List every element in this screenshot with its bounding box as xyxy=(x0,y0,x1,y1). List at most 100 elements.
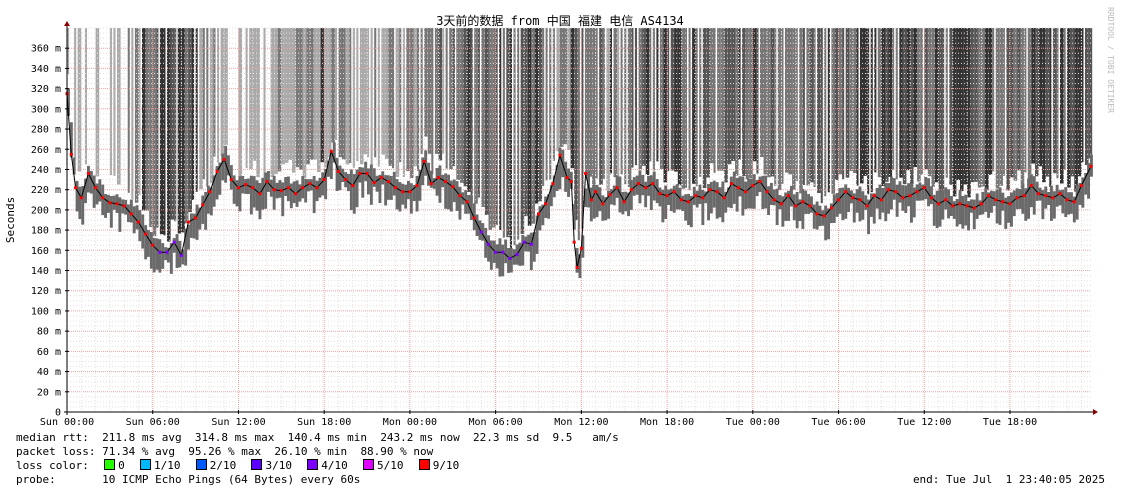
loss-band xyxy=(731,28,735,161)
loss-band xyxy=(627,28,632,188)
loss-color-label: loss color: xyxy=(16,459,89,472)
loss-color-label-item: 5/10 xyxy=(376,459,417,472)
median-rtt-point xyxy=(94,186,98,190)
rtt-smoke-bar xyxy=(304,178,308,203)
rtt-smoke-bar xyxy=(747,178,750,209)
rtt-smoke-bar xyxy=(75,180,79,212)
median-rtt-point xyxy=(594,190,598,194)
rtt-smoke-bar xyxy=(884,182,888,222)
rtt-smoke-bar xyxy=(67,88,70,116)
median-rtt-point xyxy=(937,202,941,206)
median-rtt-point xyxy=(589,198,593,202)
rtt-smoke-bar xyxy=(607,190,610,219)
loss-band xyxy=(377,28,380,167)
loss-band xyxy=(652,28,655,171)
rtt-smoke-bar xyxy=(378,174,382,203)
median-rtt-point xyxy=(544,202,548,206)
rtt-smoke-bar xyxy=(938,189,942,227)
rtt-smoke-bar xyxy=(952,201,956,219)
rtt-smoke-bar xyxy=(575,248,579,273)
loss-band xyxy=(288,28,293,160)
median-rtt-point xyxy=(922,186,926,190)
median-rtt-point xyxy=(408,190,412,194)
y-tick-label: 40 m xyxy=(37,367,61,378)
rtt-smoke-bar xyxy=(84,178,87,204)
rtt-smoke-bar xyxy=(732,171,736,204)
median-rtt-point xyxy=(729,182,733,186)
rtt-smoke-bar xyxy=(409,183,413,214)
rtt-smoke-bar xyxy=(312,176,316,214)
rtt-smoke-bar xyxy=(458,186,462,220)
median-rtt-point xyxy=(144,232,148,236)
rtt-smoke-bar xyxy=(509,248,513,273)
loss-band xyxy=(374,28,377,158)
loss-band xyxy=(542,28,545,187)
median-rtt-point xyxy=(129,212,133,216)
loss-band xyxy=(384,28,389,159)
loss-band xyxy=(506,28,510,238)
loss-band xyxy=(574,28,578,221)
rtt-smoke-bar xyxy=(824,205,828,241)
rtt-smoke-bar xyxy=(449,180,453,212)
loss-band xyxy=(617,28,620,180)
median-rtt-point xyxy=(772,198,776,202)
loss-band xyxy=(981,28,985,187)
loss-band xyxy=(245,28,248,169)
rtt-smoke-bar xyxy=(547,194,550,219)
rtt-smoke-bar xyxy=(389,176,393,200)
rtt-smoke-bar xyxy=(1035,181,1039,201)
loss-band xyxy=(624,28,627,185)
rtt-smoke-bar xyxy=(758,176,762,193)
loss-band xyxy=(727,28,732,165)
loss-band xyxy=(349,28,352,163)
rtt-smoke-bar xyxy=(589,187,593,222)
loss-band xyxy=(224,28,228,146)
rtt-smoke-bar xyxy=(384,175,388,206)
rtt-smoke-bar xyxy=(698,184,702,204)
loss-band xyxy=(1049,28,1052,187)
median-rtt-point xyxy=(301,186,305,190)
loss-band xyxy=(945,28,948,178)
median-rtt-point xyxy=(965,204,969,208)
loss-band xyxy=(735,28,739,176)
median-rtt-point xyxy=(1072,200,1076,204)
rtt-smoke-bar xyxy=(538,206,542,231)
loss-band xyxy=(1027,28,1032,180)
rtt-smoke-bar xyxy=(812,204,816,229)
loss-band xyxy=(1085,28,1089,166)
rtt-smoke-bar xyxy=(687,193,690,225)
loss-band xyxy=(938,28,943,194)
loss-band xyxy=(263,28,266,178)
rtt-smoke-bar xyxy=(1084,173,1088,195)
median-rtt-point xyxy=(779,202,783,206)
median-rtt-point xyxy=(208,190,212,194)
loss-band xyxy=(356,28,359,162)
loss-band xyxy=(1035,28,1039,177)
loss-band xyxy=(885,28,889,182)
loss-band xyxy=(238,28,243,178)
loss-band xyxy=(988,28,993,175)
rtt-smoke-bar xyxy=(998,187,1002,225)
median-rtt-point xyxy=(565,176,569,180)
rtt-smoke-bar xyxy=(878,184,882,220)
rtt-smoke-bar xyxy=(1058,190,1062,206)
rtt-smoke-bar xyxy=(601,195,605,221)
loss-band xyxy=(863,28,868,176)
median-rtt-point xyxy=(265,180,269,184)
loss-band xyxy=(724,28,728,183)
median-rtt-point xyxy=(569,180,573,184)
loss-band xyxy=(302,28,307,179)
rtt-smoke-bar xyxy=(189,213,193,238)
loss-band xyxy=(788,28,793,175)
rtt-smoke-bar xyxy=(375,175,379,192)
loss-band xyxy=(174,28,177,222)
rtt-smoke-bar xyxy=(727,187,730,208)
x-tick-label: Mon 12:00 xyxy=(554,417,608,428)
loss-band xyxy=(138,28,141,196)
loss-band xyxy=(359,28,364,165)
loss-band xyxy=(463,28,468,187)
median-rtt-point xyxy=(987,194,991,198)
rtt-smoke-bar xyxy=(147,230,150,257)
rtt-smoke-bar xyxy=(278,180,282,198)
